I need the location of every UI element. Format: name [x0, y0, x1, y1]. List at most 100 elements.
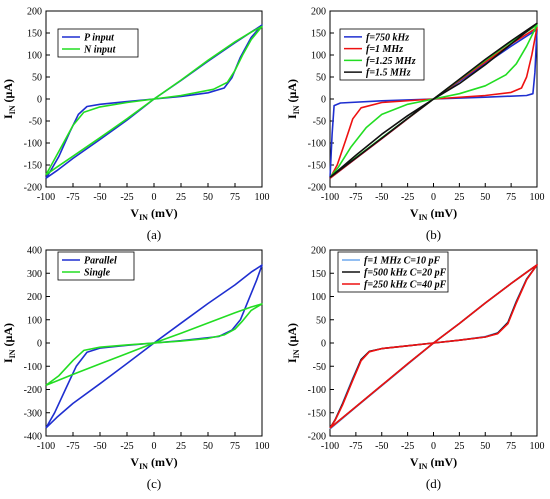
x-tick-label: -25	[120, 441, 133, 452]
y-axis-label: IIN (μA)	[1, 323, 17, 363]
x-tick-label: 75	[230, 441, 240, 452]
x-tick-label: 50	[480, 441, 490, 452]
y-tick-label: -150	[308, 161, 326, 172]
x-axis-label-subscript: IN	[419, 462, 428, 471]
y-tick-label: -50	[313, 362, 326, 373]
x-tick-label: -25	[401, 441, 414, 452]
chart-panel-a: -100 -75 -50 -25 0 25 50 75 100 200 150 100 50 0 -50 -1…	[1, 7, 270, 243]
legend: f=1 MHz C=10 pFf=500 kHz C=20 pFf=250 kH…	[337, 251, 449, 293]
x-axis-label-main: V	[410, 455, 419, 469]
y-tick-label: -50	[29, 117, 42, 128]
x-tick-label: 100	[255, 192, 270, 203]
legend-entry: f=1 MHz	[366, 44, 403, 55]
y-tick-label: -200	[308, 432, 326, 443]
y-tick-label: 100	[27, 51, 42, 62]
y-axis-label: IIN (μA)	[1, 79, 17, 119]
x-tick-label: 0	[431, 441, 436, 452]
legend-entry: N input	[83, 45, 117, 56]
legend-entry: Single	[84, 268, 111, 279]
x-axis-label-unit: (mV)	[427, 206, 457, 220]
x-tick-label: 50	[203, 192, 213, 203]
x-tick-label: -25	[120, 192, 133, 203]
x-axis-label: VIN (mV)	[410, 455, 457, 471]
x-tick-label: 100	[530, 441, 545, 452]
x-tick-label: 100	[530, 192, 545, 203]
x-tick-label: -75	[349, 192, 362, 203]
y-axis-label-main: I	[1, 358, 15, 363]
y-tick-label: 100	[311, 51, 326, 62]
y-tick-label: 150	[311, 29, 326, 40]
legend-entry: Parallel	[84, 256, 117, 267]
x-tick-label: -100	[321, 441, 339, 452]
x-tick-label: -50	[375, 192, 388, 203]
y-tick-label: 50	[316, 73, 326, 84]
y-axis-label-subscript: IN	[8, 349, 17, 358]
y-tick-label: 0	[37, 95, 42, 106]
x-tick-label: 0	[431, 192, 436, 203]
y-tick-label: -100	[308, 385, 326, 396]
y-axis-label-subscript: IN	[8, 105, 17, 114]
chart-panel-c: -100 -75 -50 -25 0 25 50 75 100 400 300 200 100 0 -100…	[1, 246, 270, 492]
x-tick-label: -75	[66, 441, 79, 452]
y-tick-label: 200	[27, 292, 42, 303]
y-tick-label: 50	[316, 315, 326, 326]
y-axis-label-main: I	[285, 358, 299, 363]
y-tick-label: 50	[32, 73, 42, 84]
y-axis-label-subscript: IN	[292, 105, 301, 114]
y-tick-label: -200	[24, 385, 42, 396]
legend-entry: f=500 kHz C=20 pF	[364, 268, 447, 279]
x-tick-label: 0	[152, 441, 157, 452]
x-axis-label-subscript: IN	[139, 462, 148, 471]
legend-box	[57, 28, 139, 58]
y-tick-label: 200	[311, 246, 326, 257]
y-tick-label: -150	[308, 408, 326, 419]
y-tick-label: -100	[24, 362, 42, 373]
y-tick-label: -200	[308, 183, 326, 194]
x-tick-label: 50	[480, 192, 490, 203]
legend-entry: f=1.5 MHz	[366, 68, 411, 79]
y-tick-label: -200	[24, 183, 42, 194]
x-tick-label: -100	[37, 441, 55, 452]
y-tick-label: 400	[27, 246, 42, 257]
panel-label: (c)	[147, 476, 161, 491]
y-axis-label-main: I	[285, 114, 299, 119]
y-tick-label: 200	[27, 7, 42, 18]
x-axis-label: VIN (mV)	[410, 206, 457, 222]
panel-label: (a)	[147, 227, 161, 242]
y-tick-label: 100	[311, 292, 326, 303]
y-tick-label: 300	[27, 269, 42, 280]
y-tick-label: 200	[311, 7, 326, 18]
y-axis-label: IIN (μA)	[285, 323, 301, 363]
x-tick-label: 50	[203, 441, 213, 452]
chart-panel-b: -100 -75 -50 -25 0 25 50 75 100 200 150 100 50 0 -50 -1…	[285, 7, 545, 243]
y-tick-label: -100	[308, 139, 326, 150]
legend-entry: f=1.25 MHz	[366, 56, 416, 67]
x-tick-label: -25	[401, 192, 414, 203]
y-tick-label: 0	[321, 95, 326, 106]
x-axis-label-unit: (mV)	[148, 455, 178, 469]
panel-label: (b)	[426, 227, 441, 242]
x-tick-label: 100	[255, 441, 270, 452]
y-tick-label: -50	[313, 117, 326, 128]
legend-entry: f=250 kHz C=40 pF	[364, 280, 447, 291]
x-axis-label-main: V	[130, 455, 139, 469]
panel-label: (d)	[426, 476, 441, 491]
y-axis-label-main: I	[1, 114, 15, 119]
x-tick-label: 0	[152, 192, 157, 203]
legend-entry: P input	[84, 33, 115, 44]
y-axis-label-unit: (μA)	[1, 323, 15, 349]
y-axis-label-unit: (μA)	[285, 79, 299, 105]
x-tick-label: 25	[176, 192, 186, 203]
chart-panel-d: -100 -75 -50 -25 0 25 50 75 100 200 150 100 50 0 -50 -1…	[285, 246, 545, 492]
y-tick-label: 100	[27, 315, 42, 326]
series-line-a-1	[45, 25, 263, 176]
x-tick-label: -75	[349, 441, 362, 452]
x-tick-label: 75	[506, 192, 516, 203]
x-axis-label-main: V	[410, 206, 419, 220]
x-tick-label: -50	[93, 192, 106, 203]
x-axis-label-main: V	[130, 206, 139, 220]
y-tick-label: -400	[24, 432, 42, 443]
